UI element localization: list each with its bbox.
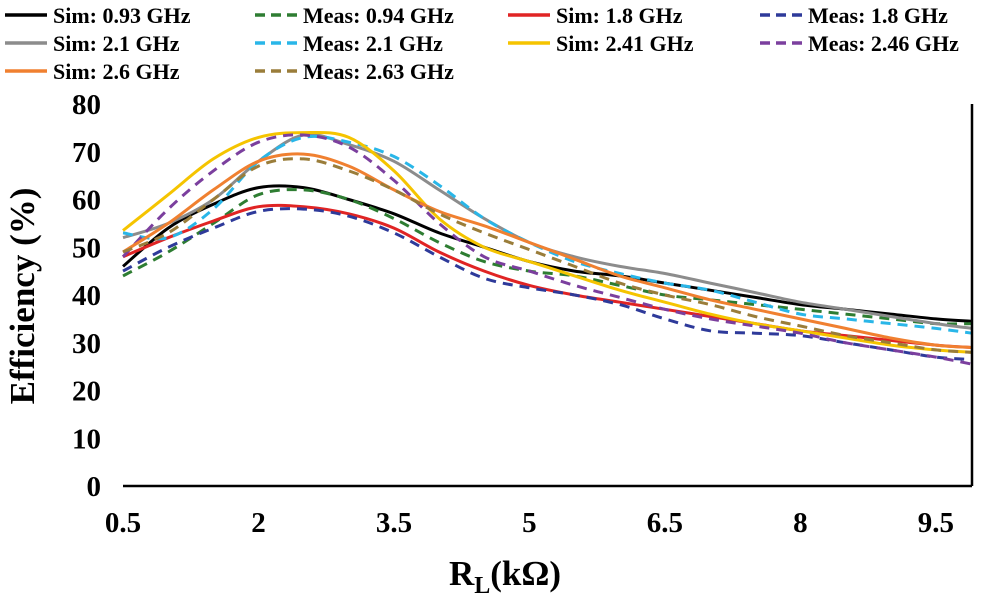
series-line-sim-0-93-ghz xyxy=(122,184,973,323)
x-tick-label: 5 xyxy=(522,507,537,539)
legend-label: Meas: 0.94 GHz xyxy=(303,3,454,28)
x-axis-title-main: R xyxy=(449,554,475,593)
legend-label: Sim: 0.93 GHz xyxy=(53,3,191,28)
y-tick-label: 0 xyxy=(87,471,102,503)
series-line-sim-2-41-ghz xyxy=(122,130,973,354)
x-axis-title: RL(kΩ) xyxy=(449,554,561,599)
legend-label: Sim: 2.1 GHz xyxy=(53,31,180,56)
plot-frame xyxy=(123,104,974,488)
x-tick-label: 0.5 xyxy=(105,507,141,539)
x-tick-label: 6.5 xyxy=(647,507,683,539)
y-axis-title: Efficiency (%) xyxy=(3,188,42,405)
y-tick-label: 80 xyxy=(72,89,101,121)
y-tick-label: 40 xyxy=(72,280,101,312)
series-line-sim-1-8-ghz xyxy=(122,203,973,349)
legend-label: Sim: 1.8 GHz xyxy=(556,3,683,28)
legend-label: Meas: 2.63 GHz xyxy=(303,59,454,84)
x-tick-label: 8 xyxy=(793,507,808,539)
y-tick-label: 10 xyxy=(72,423,101,455)
series-line-sim-2-6-ghz xyxy=(122,152,973,349)
y-axis-ticks: 0 10 20 30 40 50 60 70 80 xyxy=(72,89,101,503)
legend-label: Sim: 2.6 GHz xyxy=(53,59,180,84)
legend-label: Meas: 2.46 GHz xyxy=(808,31,959,56)
legend: Sim: 0.93 GHz Meas: 0.94 GHz Sim: 1.8 GHz M… xyxy=(5,3,959,84)
legend-label: Meas: 2.1 GHz xyxy=(303,31,443,56)
x-axis-title-subscript: L xyxy=(474,573,490,599)
x-tick-label: 9.5 xyxy=(918,507,954,539)
series-line-meas-2-63-ghz xyxy=(122,157,973,354)
legend-label: Meas: 1.8 GHz xyxy=(808,3,948,28)
series-line-meas-2-46-ghz xyxy=(121,133,973,366)
series-line-meas-0-94-ghz xyxy=(122,188,973,326)
series-line-meas-1-8-ghz xyxy=(122,207,973,361)
x-axis-ticks: 0.5 2 3.5 5 6.5 8 9.5 xyxy=(105,507,954,539)
x-tick-label: 2 xyxy=(251,507,266,539)
x-axis-title-unit: (kΩ) xyxy=(490,554,561,593)
legend-label: Sim: 2.41 GHz xyxy=(556,31,694,56)
y-tick-label: 70 xyxy=(72,137,101,169)
y-tick-label: 60 xyxy=(72,185,101,217)
y-tick-label: 20 xyxy=(72,376,101,408)
series-lines xyxy=(121,130,973,366)
y-tick-label: 50 xyxy=(72,232,101,264)
x-tick-label: 3.5 xyxy=(376,507,412,539)
y-tick-label: 30 xyxy=(72,328,101,360)
